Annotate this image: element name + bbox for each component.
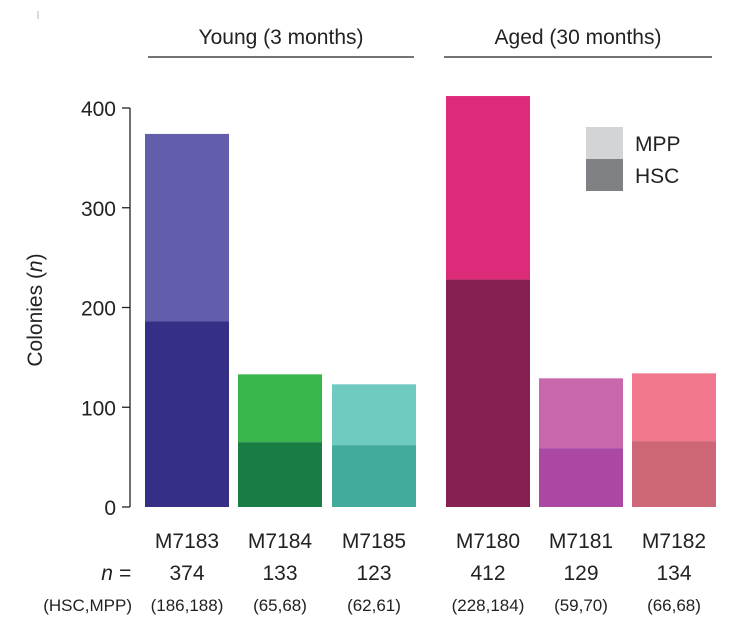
pair-label: (59,70): [554, 596, 608, 615]
pair-label: (62,61): [347, 596, 401, 615]
bar-mpp-m7183: [145, 133, 229, 322]
bar-hsc-m7182: [632, 441, 716, 507]
n-row-label: n =: [101, 562, 131, 585]
legend-swatch-hsc: [586, 159, 623, 191]
category-label: M7182: [642, 530, 706, 553]
total-label: 123: [356, 562, 391, 585]
legend-swatch-mpp: [586, 127, 623, 159]
group-label: Young (3 months): [199, 26, 364, 49]
bar-hsc-m7184: [238, 442, 322, 507]
y-axis-label-text: Colonies (: [24, 272, 47, 367]
category-label: M7183: [155, 530, 219, 553]
legend-label-mpp: MPP: [635, 133, 681, 156]
bars: [145, 96, 716, 507]
pair-row-label: (HSC,MPP): [43, 596, 132, 615]
total-label: 133: [262, 562, 297, 585]
y-axis-label-variable: n: [24, 260, 47, 272]
pair-label: (66,68): [647, 596, 701, 615]
total-label: 134: [656, 562, 691, 585]
category-label: M7184: [248, 530, 313, 553]
y-axis-label: Colonies (n): [24, 253, 47, 366]
category-label: M7185: [342, 530, 406, 553]
legend: MPP HSC: [586, 127, 681, 191]
y-tick-label: 200: [81, 298, 116, 321]
y-tick-label: 300: [81, 198, 116, 221]
total-label: 129: [563, 562, 598, 585]
bar-mpp-m7180: [446, 96, 530, 280]
bar-hsc-m7181: [539, 448, 623, 507]
legend-label-hsc: HSC: [635, 165, 679, 188]
bar-mpp-m7181: [539, 378, 623, 449]
y-tick-label: 400: [81, 98, 116, 121]
bar-mpp-m7185: [332, 384, 416, 446]
total-label: 412: [470, 562, 505, 585]
pair-label: (65,68): [253, 596, 307, 615]
y-axis-label-close: ): [24, 253, 47, 260]
pair-label: (186,188): [151, 596, 224, 615]
group-label: Aged (30 months): [495, 26, 662, 49]
total-label: 374: [169, 562, 204, 585]
y-axis: 0 100 200 300 400: [81, 98, 131, 520]
category-labels: M7183 374 (186,188) M7184 133 (65,68) M7185 123…: [151, 530, 707, 615]
pair-label: (228,184): [452, 596, 525, 615]
bar-hsc-m7185: [332, 445, 416, 507]
category-label: M7180: [456, 530, 520, 553]
category-label: M7181: [549, 530, 613, 553]
bar-hsc-m7180: [446, 279, 530, 507]
group-headers: Young (3 months) Aged (30 months): [148, 26, 712, 58]
y-tick-label: 100: [81, 397, 116, 420]
y-tick-label: 0: [104, 497, 116, 520]
bar-hsc-m7183: [145, 321, 229, 507]
bar-mpp-m7184: [238, 374, 322, 443]
bar-mpp-m7182: [632, 373, 716, 442]
